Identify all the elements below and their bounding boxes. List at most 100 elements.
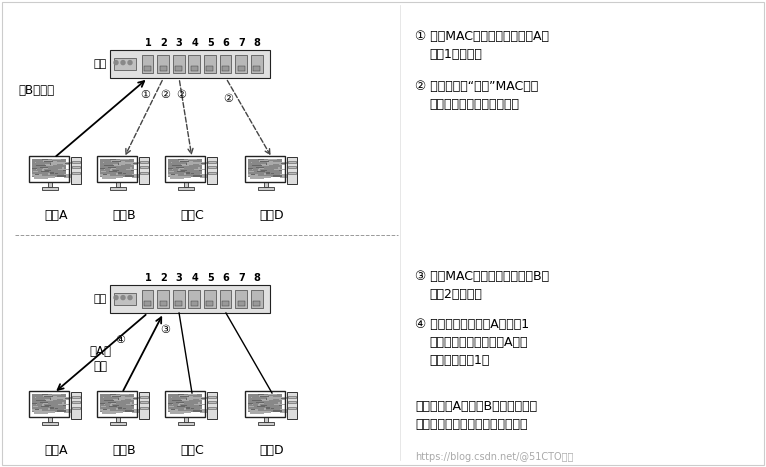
Bar xyxy=(44,161,54,163)
Bar xyxy=(131,405,134,406)
Bar xyxy=(181,170,187,171)
Bar xyxy=(131,398,136,400)
Text: 3: 3 xyxy=(175,273,182,283)
Bar xyxy=(266,407,270,409)
Bar xyxy=(169,405,174,407)
Bar xyxy=(133,175,140,178)
Bar xyxy=(258,404,260,406)
Text: ④ 由于已经知道主机A与端口1: ④ 由于已经知道主机A与端口1 xyxy=(415,318,529,331)
Bar xyxy=(45,399,57,400)
Bar xyxy=(198,168,200,170)
Bar xyxy=(235,55,247,73)
Bar xyxy=(280,175,288,178)
Bar xyxy=(110,161,120,162)
Text: 主机C: 主机C xyxy=(180,209,204,222)
Bar xyxy=(182,399,193,400)
Text: 向A发
送帧: 向A发 送帧 xyxy=(89,345,111,373)
Bar xyxy=(188,290,200,308)
Bar xyxy=(142,55,153,73)
Bar xyxy=(100,394,134,412)
Bar xyxy=(248,409,258,411)
Text: ②: ② xyxy=(223,94,233,104)
Bar xyxy=(165,391,205,417)
Bar xyxy=(286,391,296,419)
Text: 5: 5 xyxy=(207,38,214,48)
Bar xyxy=(261,411,271,413)
Bar xyxy=(97,391,137,417)
Bar xyxy=(41,187,58,190)
Bar xyxy=(288,401,296,403)
Bar xyxy=(114,58,136,71)
Bar xyxy=(32,174,42,176)
Bar xyxy=(41,406,49,407)
Bar xyxy=(118,163,119,165)
Bar xyxy=(251,55,263,73)
Bar xyxy=(204,290,216,308)
Bar xyxy=(60,162,72,163)
Bar xyxy=(118,407,122,409)
Bar xyxy=(187,162,200,164)
Bar xyxy=(103,411,116,414)
Bar xyxy=(43,165,53,166)
Text: ②: ② xyxy=(160,90,171,100)
Bar xyxy=(109,171,117,172)
Bar xyxy=(186,163,187,165)
Bar xyxy=(194,169,205,170)
Bar xyxy=(188,159,197,160)
Text: 主机C: 主机C xyxy=(180,444,204,457)
Bar xyxy=(63,168,64,170)
Bar xyxy=(131,170,134,171)
Bar xyxy=(165,156,205,182)
Bar xyxy=(189,161,193,162)
Bar xyxy=(250,411,264,414)
Bar xyxy=(43,403,48,404)
Bar xyxy=(259,400,269,402)
Bar xyxy=(268,159,277,160)
Bar xyxy=(280,174,289,176)
Bar xyxy=(259,161,268,162)
Bar xyxy=(63,170,67,171)
Text: 8: 8 xyxy=(254,38,260,48)
Bar xyxy=(184,417,188,422)
Bar xyxy=(249,170,254,172)
Bar xyxy=(131,163,136,165)
Bar xyxy=(108,402,116,403)
Bar xyxy=(125,176,134,177)
Bar xyxy=(64,409,73,411)
Bar xyxy=(260,396,270,397)
Bar xyxy=(200,409,208,411)
Bar xyxy=(279,405,283,406)
Bar xyxy=(280,409,289,411)
Bar xyxy=(195,397,208,399)
Text: ② 拷贝那些以“未知”MAC地址: ② 拷贝那些以“未知”MAC地址 xyxy=(415,80,538,93)
Bar xyxy=(101,405,106,407)
Bar xyxy=(288,396,296,398)
Bar xyxy=(100,409,110,411)
Bar xyxy=(61,397,63,398)
Bar xyxy=(57,410,66,412)
Bar xyxy=(50,407,54,409)
Bar xyxy=(256,402,264,403)
Bar xyxy=(45,411,55,413)
Bar xyxy=(177,406,182,408)
Bar xyxy=(45,163,57,165)
Text: 3: 3 xyxy=(175,38,182,48)
Bar xyxy=(72,172,80,174)
Text: ①: ① xyxy=(140,90,150,100)
Bar xyxy=(112,161,121,163)
Bar xyxy=(128,397,139,399)
Bar xyxy=(269,396,273,397)
Bar xyxy=(245,391,285,417)
Bar xyxy=(41,171,45,172)
Bar xyxy=(110,169,112,171)
Bar xyxy=(177,406,185,407)
Bar xyxy=(189,396,193,397)
Text: 端口1相连接。: 端口1相连接。 xyxy=(429,48,482,61)
Bar xyxy=(267,162,280,164)
Bar xyxy=(57,176,66,177)
Bar xyxy=(257,406,265,407)
Bar xyxy=(248,159,283,177)
Bar xyxy=(208,166,215,168)
Bar xyxy=(70,156,80,184)
Bar xyxy=(178,404,180,406)
